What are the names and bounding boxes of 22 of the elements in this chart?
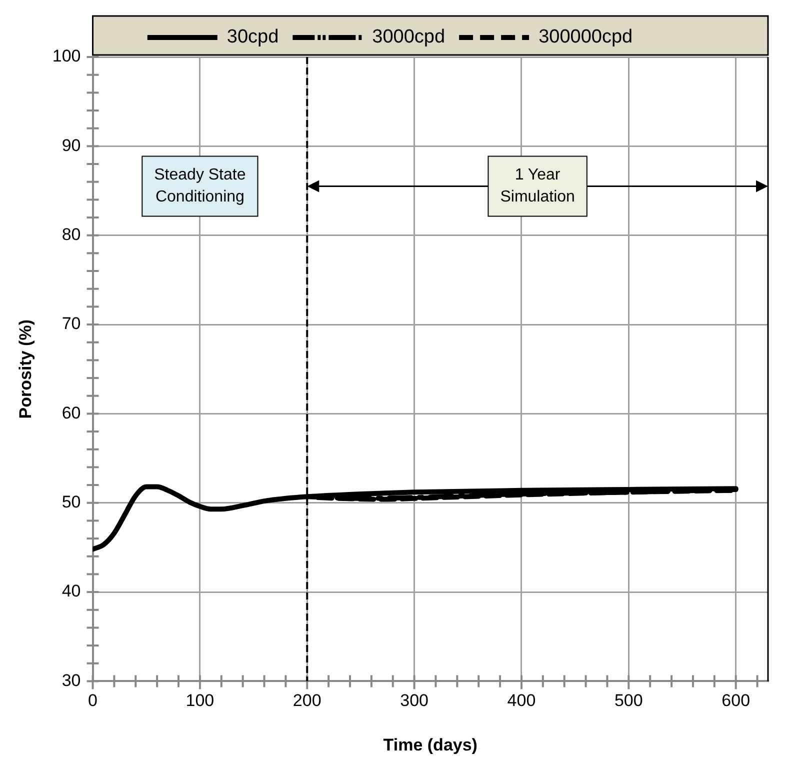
y-tick-label: 100 <box>52 46 81 66</box>
x-tick-label: 500 <box>614 691 643 710</box>
y-tick-label: 30 <box>62 670 81 690</box>
y-tick-label: 80 <box>62 225 81 244</box>
y-tick-label: 50 <box>62 492 81 512</box>
legend-label: 30cpd <box>226 26 279 48</box>
annotation: Steady State Conditioning <box>154 166 246 206</box>
x-tick-label: 300 <box>400 691 428 710</box>
y-tick-label: 40 <box>62 582 81 601</box>
y-tick-label: 90 <box>62 136 81 155</box>
annotation: 1 Year Simulation <box>500 166 575 206</box>
y-tick-label: 70 <box>62 314 81 334</box>
x-tick-label: 200 <box>292 691 322 710</box>
x-tick-label: 100 <box>186 691 214 710</box>
legend-label: 3000cpd <box>372 26 446 48</box>
y-axis-title: Porosity (%) <box>16 320 35 419</box>
x-tick-label: 600 <box>722 691 750 710</box>
x-axis-title: Time (days) <box>383 735 478 754</box>
y-tick-label: 60 <box>62 403 81 422</box>
legend-label: 300000cpd <box>538 26 633 48</box>
x-tick-label: 400 <box>507 691 536 710</box>
x-tick-label: 0 <box>88 691 98 710</box>
